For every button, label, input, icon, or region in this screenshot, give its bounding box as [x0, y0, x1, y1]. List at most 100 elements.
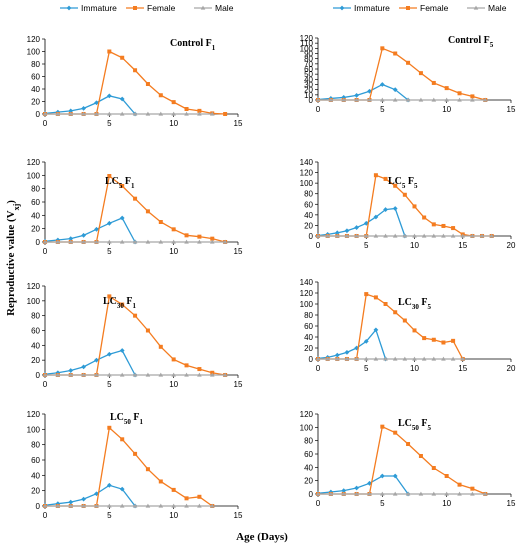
point-male	[325, 356, 330, 361]
y-axis-title-main: Reproductive value (V	[5, 210, 17, 316]
panel-title-after: F	[405, 176, 414, 187]
point-male	[315, 356, 321, 361]
point-male	[184, 239, 189, 244]
y-tick-label: 80	[304, 190, 313, 199]
x-axis-title: Age (Days)	[236, 531, 288, 543]
point-immature	[383, 207, 388, 212]
point-female	[422, 215, 427, 220]
y-tick-label: 100	[300, 300, 314, 309]
point-female	[120, 184, 125, 188]
point-female	[441, 223, 446, 228]
x-tick-label: 10	[169, 511, 178, 520]
point-male	[132, 372, 138, 377]
point-male	[55, 372, 61, 377]
point-male	[132, 239, 138, 244]
x-tick-label: 0	[316, 105, 321, 114]
point-female	[444, 474, 449, 478]
y-tick-label: 20	[31, 98, 40, 107]
y-tick-label: 80	[31, 185, 40, 194]
point-male	[412, 233, 417, 238]
point-female	[223, 112, 228, 116]
point-male	[383, 233, 388, 238]
point-male	[171, 239, 176, 244]
point-female	[402, 318, 407, 323]
point-immature	[119, 348, 125, 353]
y-tick-label: 100	[27, 171, 41, 180]
panel-1: 0 20 40 60 80 100 120 0 5 10 15 Control F1 Immature F…	[27, 3, 243, 128]
x-tick-label: 10	[169, 247, 178, 256]
panel-title-sub: 30	[117, 302, 125, 310]
point-male	[373, 233, 379, 238]
point-female	[457, 482, 462, 487]
panel-title-sub2: 5	[428, 424, 432, 432]
point-female	[107, 49, 112, 54]
legend-label: Immature	[354, 3, 390, 13]
point-female	[184, 233, 189, 238]
point-female	[197, 367, 202, 372]
point-male	[119, 503, 125, 508]
panel-title-sub: 5	[490, 41, 494, 49]
point-male	[42, 239, 48, 244]
point-male	[354, 491, 359, 496]
point-male	[457, 97, 462, 102]
point-female	[133, 196, 138, 201]
panel-title: LC30 F5	[398, 297, 432, 311]
point-female	[422, 336, 427, 341]
y-tick-label: 100	[27, 48, 41, 57]
point-male	[132, 111, 138, 116]
x-tick-label: 15	[234, 380, 243, 389]
x-tick-label: 0	[316, 499, 321, 508]
x-tick-label: 0	[316, 241, 321, 250]
y-tick-label: 120	[27, 35, 41, 44]
point-immature	[392, 473, 398, 479]
legend-marker	[200, 5, 206, 10]
point-male	[81, 503, 86, 508]
point-male	[383, 356, 388, 361]
point-male	[81, 239, 86, 244]
point-male	[354, 356, 359, 361]
point-male	[222, 372, 228, 377]
point-female	[120, 55, 125, 60]
panel-title: LC50 F1	[110, 412, 144, 426]
series-line-female	[45, 426, 213, 507]
y-tick-label: 40	[31, 211, 40, 220]
y-tick-label: 0	[36, 238, 41, 247]
point-female	[197, 494, 202, 499]
x-tick-label: 15	[458, 241, 467, 250]
point-male	[145, 503, 151, 508]
y-tick-label: 80	[304, 55, 313, 64]
point-male	[363, 233, 369, 238]
y-tick-label: 20	[304, 221, 313, 230]
point-male	[315, 491, 321, 496]
point-male	[341, 491, 347, 496]
panel-title-main: LC	[103, 296, 117, 307]
y-tick-label: 140	[300, 158, 314, 167]
legend-label: Male	[488, 3, 507, 13]
point-female	[171, 487, 176, 492]
point-male	[479, 233, 485, 238]
point-male	[412, 356, 417, 361]
x-tick-label: 5	[107, 380, 112, 389]
legend-marker	[406, 6, 410, 10]
point-female	[412, 328, 417, 333]
y-tick-label: 20	[31, 356, 40, 365]
point-female	[431, 466, 436, 470]
panel-title: LC5 F5	[388, 176, 418, 190]
point-male	[107, 111, 112, 116]
y-tick-label: 80	[304, 437, 313, 446]
point-female	[184, 363, 189, 368]
panel-title-main: LC	[105, 176, 119, 187]
y-tick-label: 120	[300, 34, 314, 43]
point-immature	[106, 482, 112, 488]
point-male	[460, 356, 466, 361]
y-tick-label: 100	[300, 44, 314, 53]
point-male	[42, 111, 48, 116]
point-female	[364, 292, 369, 297]
point-male	[158, 503, 164, 508]
point-male	[81, 372, 86, 377]
point-male	[184, 372, 189, 377]
y-axis-title-sub: xj	[12, 203, 21, 210]
point-male	[158, 111, 164, 116]
x-tick-label: 15	[507, 105, 516, 114]
point-male	[444, 97, 449, 102]
